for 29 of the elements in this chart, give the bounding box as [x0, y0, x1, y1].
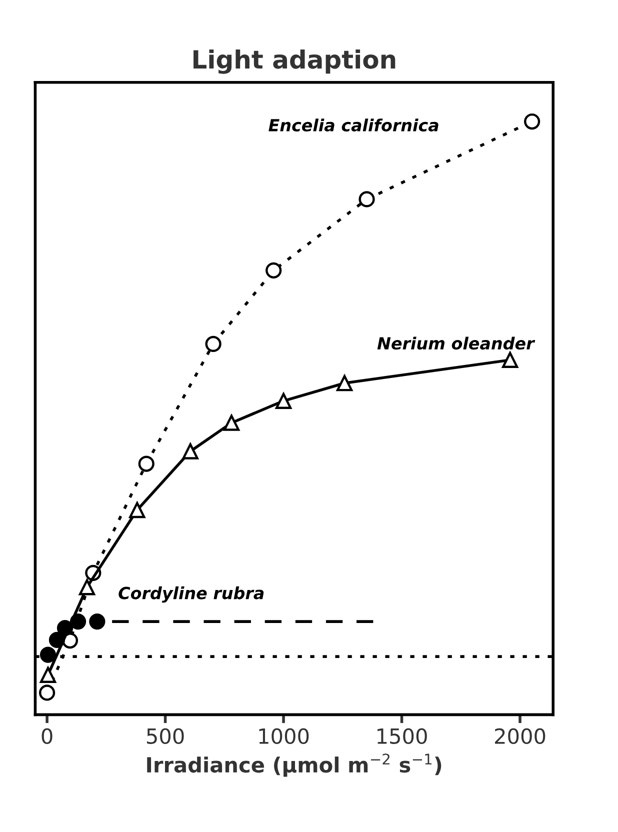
point — [40, 666, 56, 683]
point — [70, 614, 86, 630]
point — [89, 614, 106, 630]
series-label: Nerium oleander — [377, 336, 536, 350]
point — [78, 579, 96, 596]
point — [182, 443, 198, 460]
x-axis-title: Irradiance (μmol m$^{−2}$ s$^{−1}$) — [147, 754, 442, 777]
point — [524, 113, 540, 130]
x-tick-label: 2000 — [495, 728, 546, 744]
chart-title: Light adaption — [194, 49, 396, 74]
point — [275, 392, 292, 409]
point — [40, 646, 56, 663]
point — [129, 502, 146, 518]
point — [205, 336, 222, 352]
x-tick-label: 500 — [147, 728, 184, 744]
point — [502, 352, 518, 368]
series-label: Encelia californica — [268, 118, 438, 132]
point — [266, 262, 282, 278]
point — [223, 414, 240, 431]
point — [358, 191, 375, 208]
x-tick-label: 1000 — [259, 728, 309, 744]
x-tick-label: 1500 — [378, 728, 427, 744]
point — [56, 620, 74, 636]
point — [138, 456, 154, 472]
point — [48, 632, 66, 648]
x-tick-label: 0 — [42, 728, 52, 744]
series-label: Cordyline rubra — [118, 586, 264, 603]
point — [336, 375, 353, 392]
point — [38, 684, 56, 701]
